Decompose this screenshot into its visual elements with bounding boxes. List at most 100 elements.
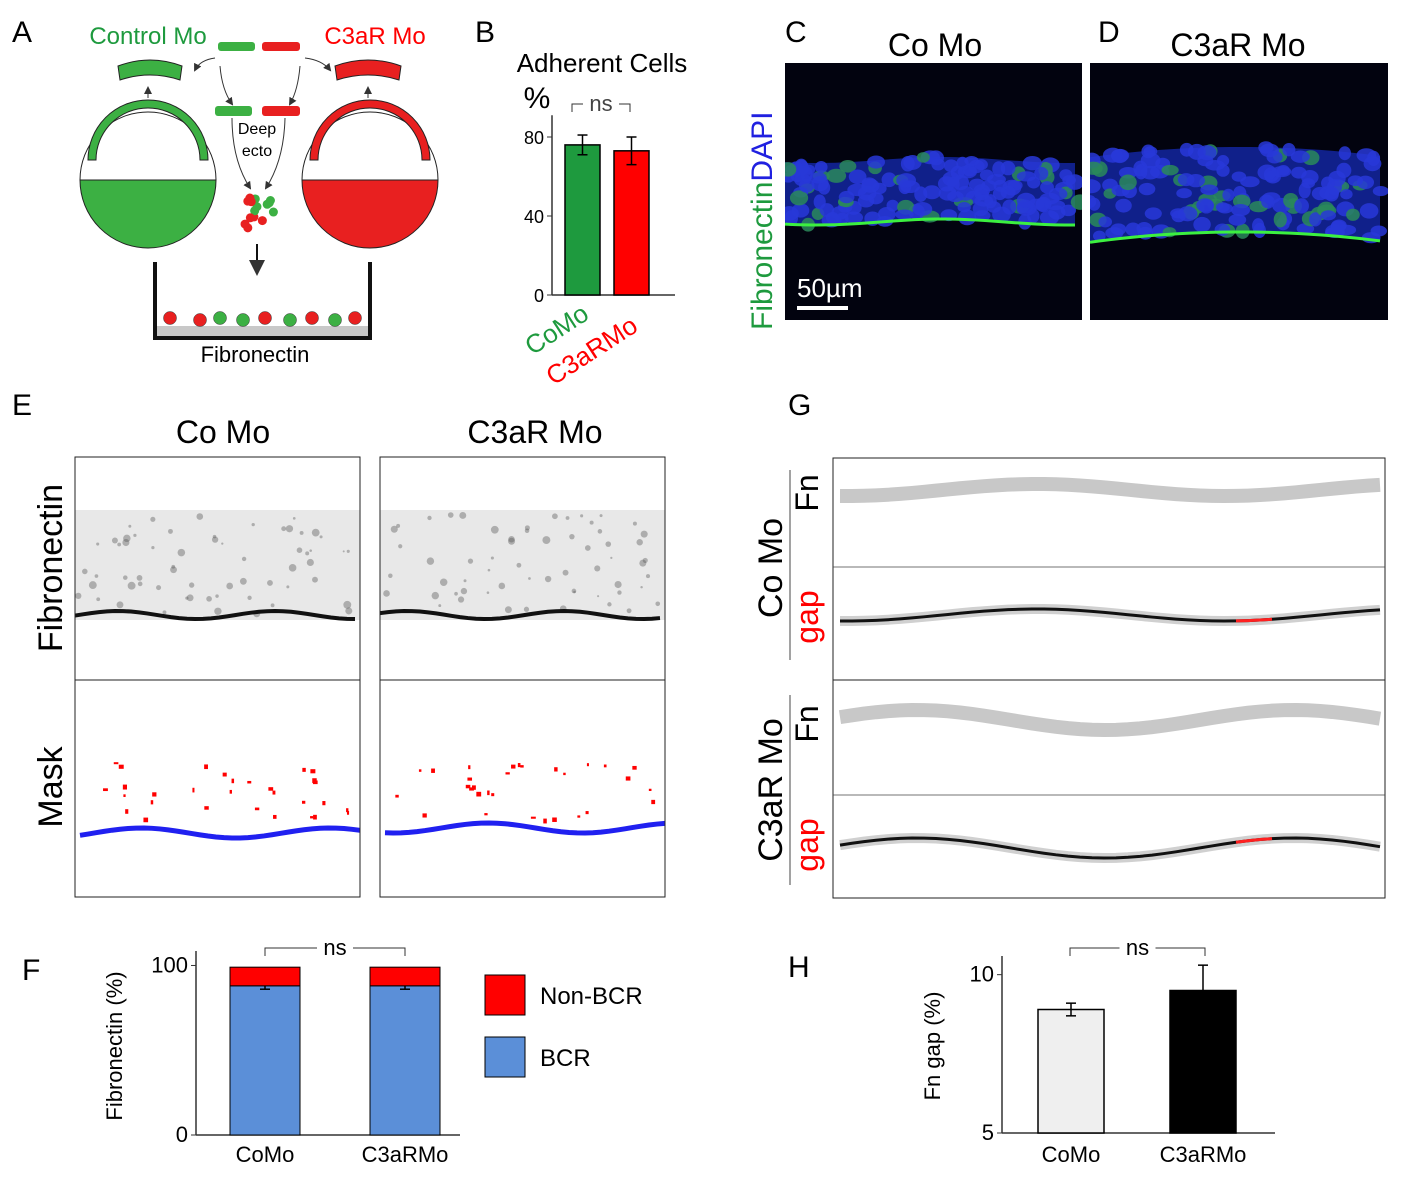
speck xyxy=(123,534,131,543)
mask-speck xyxy=(125,809,129,814)
bar xyxy=(1037,1008,1105,1134)
mask-speck xyxy=(273,814,277,819)
mask-speck xyxy=(143,817,149,823)
scale-bar-label: 50µm xyxy=(797,273,863,303)
mask-speck xyxy=(247,780,252,784)
speck xyxy=(571,588,577,594)
speck xyxy=(524,528,530,534)
bar-segment xyxy=(369,985,441,1136)
nucleus xyxy=(1065,174,1082,190)
nucleus xyxy=(1261,194,1274,209)
nucleus xyxy=(1282,142,1296,157)
legend-swatch xyxy=(484,974,526,1016)
mask-speck xyxy=(231,778,235,784)
speck xyxy=(196,513,204,520)
speck xyxy=(431,591,440,600)
speck xyxy=(426,557,435,565)
speck xyxy=(299,530,304,535)
speck xyxy=(504,606,512,614)
mask-speck xyxy=(123,794,126,797)
nucleus xyxy=(839,159,857,173)
mask-speck xyxy=(150,800,154,805)
cell-cluster xyxy=(240,193,278,233)
nucleus xyxy=(952,174,970,191)
arrow xyxy=(219,65,234,106)
mask-speck xyxy=(229,789,232,794)
nucleus xyxy=(916,152,930,163)
stain-label: FibronectinDAPI xyxy=(746,112,779,330)
cell xyxy=(245,213,255,223)
nucleus xyxy=(1118,166,1138,179)
mask-speck xyxy=(586,763,589,767)
speck xyxy=(342,550,345,553)
annotation: ns xyxy=(589,91,612,116)
speck xyxy=(151,545,155,550)
speck xyxy=(128,524,132,528)
nucleus xyxy=(799,178,815,193)
speck xyxy=(111,537,118,544)
speck xyxy=(288,564,297,572)
cell xyxy=(250,206,260,216)
speck xyxy=(486,591,490,594)
y-tick-label: 0 xyxy=(176,1122,188,1147)
nucleus xyxy=(844,211,864,224)
panel-letter: H xyxy=(788,951,810,984)
diagram-a: Control Mo C3aR Mo Deep ecto Fibronectin xyxy=(79,23,439,367)
stain: DAPI xyxy=(746,112,779,182)
speck xyxy=(617,590,622,595)
speck xyxy=(285,525,294,533)
cell xyxy=(268,207,278,217)
bar-segment xyxy=(229,966,301,987)
significance-bracket xyxy=(571,103,631,112)
speck xyxy=(185,596,189,600)
nucleus xyxy=(1372,185,1388,197)
mask-speck xyxy=(517,763,521,768)
mask-speck xyxy=(484,813,488,816)
speck xyxy=(117,542,122,547)
nucleus xyxy=(867,155,886,169)
speck xyxy=(221,542,224,545)
speck xyxy=(508,537,516,545)
speck xyxy=(438,604,442,608)
nucleus xyxy=(931,158,946,171)
nucleus xyxy=(825,211,840,224)
mask-speck xyxy=(113,762,119,765)
image-title: C3aR Mo xyxy=(1170,27,1305,63)
speck xyxy=(457,596,465,603)
bar xyxy=(564,144,601,296)
column-title: C3aR Mo xyxy=(467,414,602,450)
nucleus xyxy=(1298,182,1311,199)
nucleus xyxy=(987,173,1006,185)
nucleus xyxy=(1359,203,1379,219)
nucleus xyxy=(1231,203,1251,217)
speck xyxy=(168,528,173,534)
nucleus xyxy=(1215,202,1230,213)
nucleus xyxy=(895,209,914,220)
speck xyxy=(396,523,401,528)
significance-bracket xyxy=(264,947,406,956)
speck xyxy=(459,512,467,519)
speck xyxy=(594,565,601,572)
cell xyxy=(236,313,250,327)
dish xyxy=(153,262,372,340)
speck xyxy=(206,596,212,602)
speck xyxy=(398,544,403,549)
speck xyxy=(597,529,603,534)
speck xyxy=(562,569,569,576)
diagram-label: Fibronectin xyxy=(201,342,310,367)
legend-label: BCR xyxy=(540,1045,591,1072)
mask-speck xyxy=(322,801,326,806)
cell xyxy=(348,311,362,325)
frame xyxy=(74,456,361,898)
speck xyxy=(640,530,648,538)
tracks xyxy=(838,477,1382,863)
nucleus xyxy=(1176,188,1192,199)
micrographs: Co Mo C3aR Mo FibronectinDAPI 50µm xyxy=(746,27,1388,330)
x-tick-label: CoMo xyxy=(1042,1142,1101,1167)
nucleus xyxy=(861,178,880,193)
cap xyxy=(334,59,402,81)
nucleus xyxy=(1115,198,1132,213)
nucleus xyxy=(968,178,986,191)
speck xyxy=(75,592,82,600)
speck xyxy=(270,603,275,608)
